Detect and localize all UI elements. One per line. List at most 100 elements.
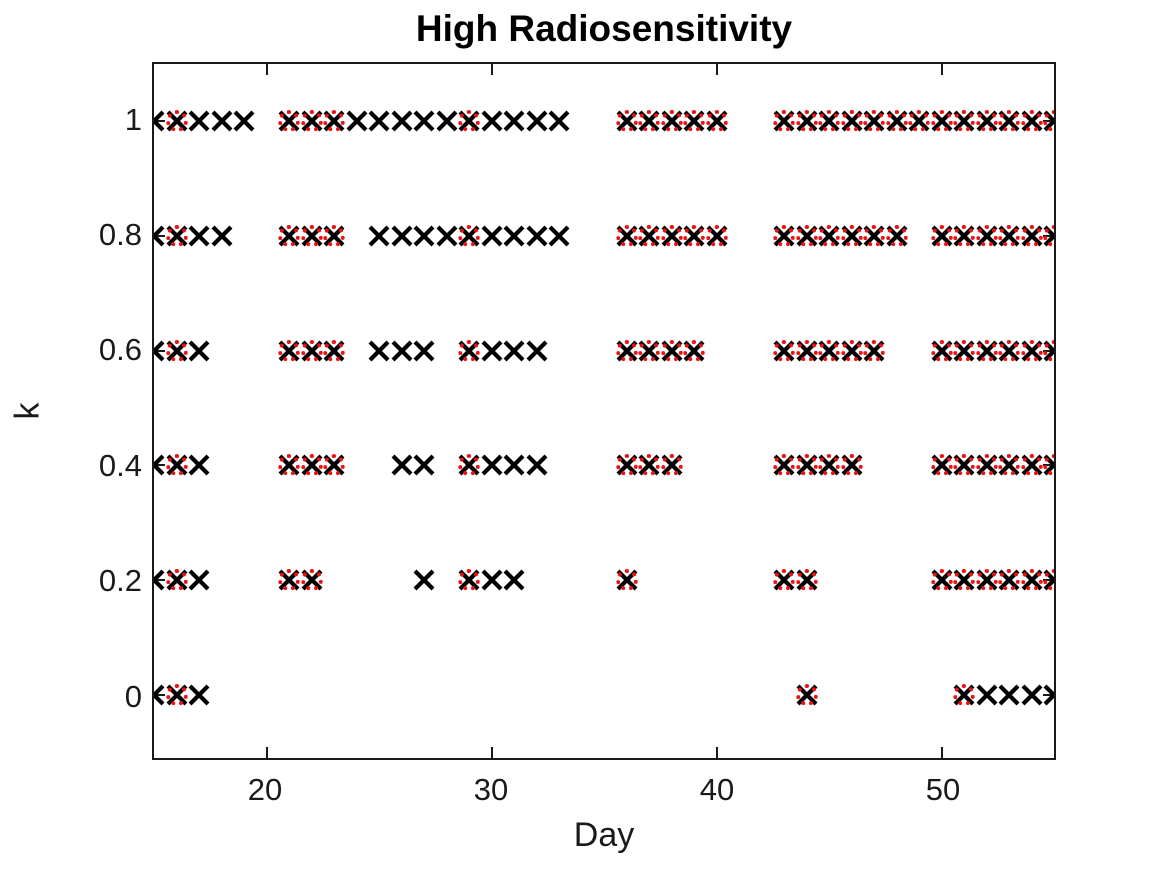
x-marker	[368, 225, 390, 247]
o-marker	[795, 569, 818, 592]
o-marker	[1020, 569, 1043, 592]
x-marker	[391, 340, 412, 362]
x-tick-label: 30	[473, 772, 509, 807]
x-marker	[413, 455, 435, 476]
x-marker	[154, 455, 165, 476]
o-marker	[458, 110, 480, 133]
x-marker	[368, 110, 390, 132]
o-marker	[1043, 569, 1054, 592]
x-marker	[188, 110, 210, 132]
o-marker	[323, 339, 345, 362]
o-marker	[165, 569, 188, 592]
o-marker	[818, 339, 840, 362]
x-marker	[391, 225, 412, 247]
o-marker	[885, 110, 908, 133]
y-tick-label: 0.4	[98, 447, 142, 483]
o-marker	[930, 454, 953, 477]
o-marker	[773, 454, 795, 477]
o-marker	[930, 569, 953, 592]
x-marker	[368, 340, 390, 362]
o-marker	[638, 454, 660, 477]
x-marker	[481, 569, 502, 591]
o-marker	[818, 454, 840, 477]
o-marker	[795, 339, 818, 362]
x-marker	[154, 110, 165, 132]
x-marker	[211, 225, 232, 247]
x-marker	[503, 225, 525, 247]
x-marker	[413, 110, 435, 132]
o-marker	[953, 110, 975, 133]
o-marker	[323, 110, 345, 133]
o-marker	[660, 225, 683, 248]
o-marker	[615, 454, 638, 477]
o-marker	[615, 569, 638, 592]
x-tick-mark	[940, 64, 943, 75]
o-marker	[165, 454, 188, 477]
x-marker	[188, 684, 210, 706]
o-marker	[300, 339, 323, 362]
x-marker	[413, 569, 435, 591]
x-marker	[976, 684, 997, 706]
o-marker	[683, 225, 705, 248]
o-marker	[818, 110, 840, 133]
o-marker	[840, 454, 863, 477]
o-marker	[998, 339, 1020, 362]
o-marker	[840, 110, 863, 133]
o-marker	[638, 339, 660, 362]
x-marker	[154, 340, 165, 362]
o-marker	[773, 339, 795, 362]
x-marker	[503, 569, 525, 591]
x-marker	[233, 110, 255, 132]
o-marker	[1020, 454, 1043, 477]
o-marker	[165, 683, 188, 706]
y-tick-mark	[154, 464, 165, 467]
o-marker	[930, 110, 953, 133]
x-marker	[413, 340, 435, 362]
x-marker	[548, 225, 570, 247]
x-tick-mark	[490, 747, 493, 758]
o-marker	[863, 225, 885, 248]
o-marker	[953, 569, 975, 592]
x-marker	[188, 340, 210, 362]
o-marker	[323, 225, 345, 248]
x-marker	[188, 455, 210, 476]
o-marker	[278, 110, 300, 133]
o-marker	[278, 339, 300, 362]
o-marker	[953, 683, 975, 706]
y-tick-mark	[154, 235, 165, 238]
x-marker	[346, 110, 367, 132]
x-tick-mark	[715, 747, 718, 758]
o-marker	[300, 569, 323, 592]
o-marker	[683, 339, 705, 362]
x-marker	[526, 340, 547, 362]
x-marker	[481, 340, 502, 362]
y-tick-label: 0	[124, 678, 142, 714]
x-tick-mark	[265, 64, 268, 75]
o-marker	[278, 569, 300, 592]
o-marker	[975, 225, 998, 248]
o-marker	[323, 454, 345, 477]
o-marker	[885, 225, 908, 248]
x-marker	[526, 225, 547, 247]
x-axis-label: Day	[573, 816, 635, 854]
x-marker	[154, 225, 165, 247]
o-marker	[638, 110, 660, 133]
x-marker	[211, 110, 232, 132]
o-marker	[975, 569, 998, 592]
o-marker	[840, 225, 863, 248]
o-marker	[773, 225, 795, 248]
chart-title: High Radiosensitivity	[415, 8, 793, 49]
x-tick-mark	[490, 64, 493, 75]
x-tick-mark	[940, 747, 943, 758]
x-marker	[503, 340, 525, 362]
o-marker	[953, 454, 975, 477]
o-marker	[458, 569, 480, 592]
o-marker	[998, 569, 1020, 592]
o-marker	[795, 683, 818, 706]
o-marker	[683, 110, 705, 133]
x-marker	[526, 455, 547, 476]
o-marker	[165, 225, 188, 248]
y-tick-mark	[154, 693, 165, 696]
x-marker	[481, 225, 502, 247]
